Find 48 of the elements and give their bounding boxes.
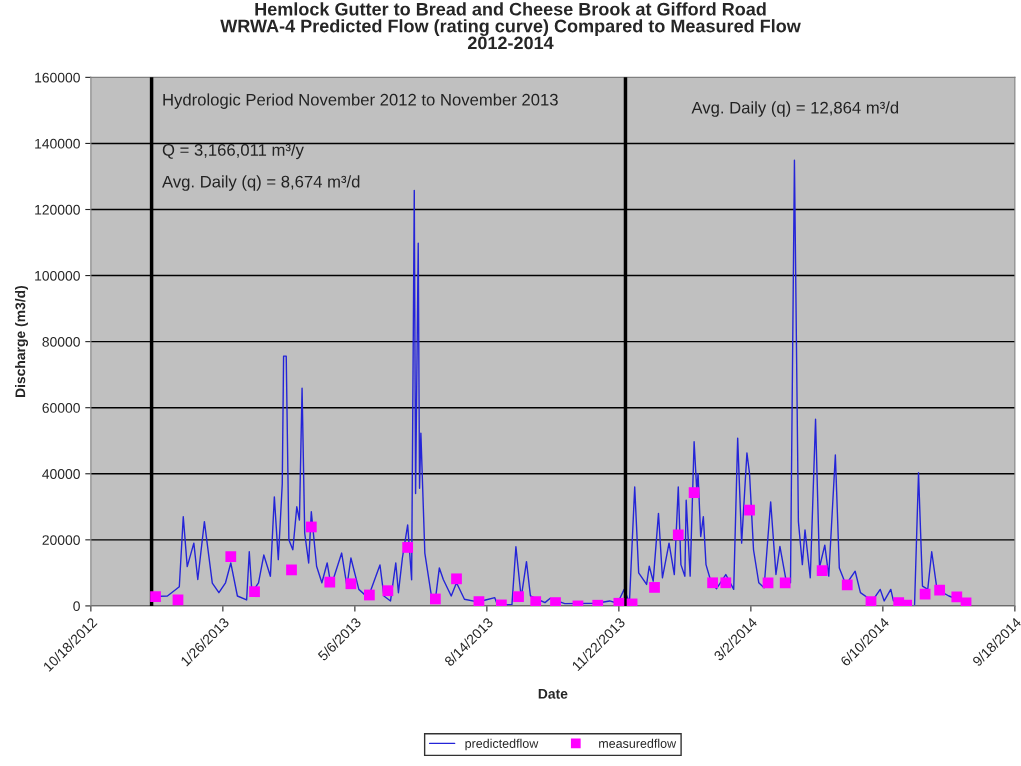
point <box>841 579 853 591</box>
point <box>934 584 946 596</box>
point <box>649 582 660 593</box>
annotation: Q = 3,166,011 m³/y <box>162 143 304 160</box>
point <box>451 573 462 585</box>
point <box>345 578 357 590</box>
legend-label: measuredflow <box>599 738 677 748</box>
y-tick-label: 160000 <box>35 72 80 83</box>
point <box>249 586 260 598</box>
y-tick-label: 40000 <box>42 469 80 479</box>
point <box>744 504 755 516</box>
point <box>762 577 774 589</box>
point <box>324 576 336 588</box>
y-tick-label: 100000 <box>35 270 80 281</box>
point <box>707 577 718 589</box>
y-tick-label: 140000 <box>35 138 80 149</box>
point <box>672 529 684 541</box>
point <box>286 564 297 576</box>
point <box>364 589 375 601</box>
point <box>951 591 963 603</box>
y-axis-title: Discharge (m3/d) <box>15 285 29 398</box>
point <box>779 577 791 589</box>
y-tick-label: 20000 <box>42 535 80 546</box>
point <box>225 551 237 563</box>
point <box>550 597 561 606</box>
point <box>530 596 542 606</box>
x-axis-title: Date <box>538 689 568 699</box>
annotation: Hydrologic Period November 2012 to November 2013 <box>163 93 558 109</box>
y-tick-label: 80000 <box>42 336 80 347</box>
y-tick-label: 0 <box>73 601 80 612</box>
y-tick-label: 120000 <box>35 204 80 215</box>
point <box>688 487 700 498</box>
point <box>816 565 828 576</box>
y-tick-label: 60000 <box>42 403 80 413</box>
point <box>382 585 394 597</box>
point <box>402 542 414 553</box>
point <box>720 577 732 589</box>
point <box>613 597 625 606</box>
annotation: Avg. Daily (q) = 12,864 m³/d <box>691 101 899 117</box>
chart-title: Hemlock Gutter to Bread and Cheese Brook at Gifford Road WRWA-4 Predicted Flow (rating curve) Compared to Measured Flow 2012-2014 <box>220 2 801 50</box>
point <box>305 521 317 533</box>
point <box>150 591 161 603</box>
legend-label: predictedflow <box>465 738 539 751</box>
point <box>473 596 485 606</box>
point <box>513 591 524 603</box>
point <box>430 593 441 605</box>
point <box>865 596 877 606</box>
annotation: Avg. Daily (q) = 8,674 m³/d <box>162 175 360 191</box>
